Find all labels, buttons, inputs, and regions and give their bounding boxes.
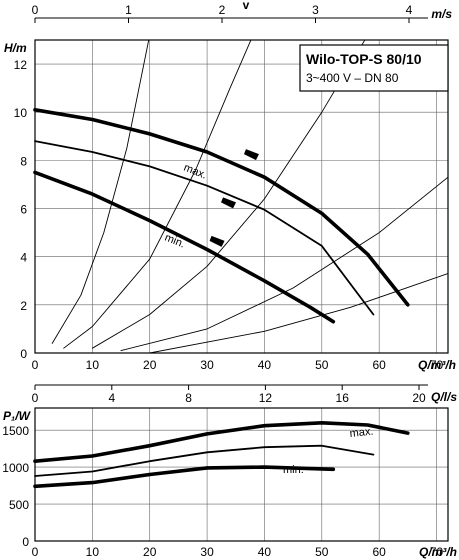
x-tick-label: 70 [430, 358, 444, 372]
title-box [299, 44, 449, 92]
x-tick-label: 60 [372, 358, 386, 372]
x-tick-label: 70 [430, 545, 444, 559]
top-axis-tick-label: 4 [406, 3, 413, 17]
max-curve-label: max. [349, 426, 374, 440]
x-tick-label: 50 [315, 358, 329, 372]
x-tick-label: 40 [258, 358, 272, 372]
y-tick-label: 1500 [2, 424, 29, 438]
y-tick-label: 10 [14, 106, 28, 120]
y-tick-label: 4 [20, 251, 27, 265]
power-curves [33, 421, 410, 489]
y-tick-label: 6 [20, 203, 27, 217]
x-tick-label: 30 [200, 358, 214, 372]
top-axis-tick-label: 2 [219, 3, 226, 17]
y-tick-label: 500 [9, 498, 29, 512]
power-curve-line [34, 444, 375, 477]
top-axis-tick-label: 16 [336, 391, 350, 405]
system-curve-line [63, 40, 252, 349]
x-tick-label: 0 [32, 545, 39, 559]
speed-marker [221, 197, 237, 209]
x-axis-label: Q/m³/h [419, 545, 457, 559]
system-curve-line [91, 40, 366, 349]
top-axis-tick-label: 8 [185, 391, 192, 405]
top-axis-unit: Q/l/s [431, 390, 457, 404]
chart-subtitle: 3~400 V – DN 80 [306, 71, 399, 85]
x-tick-label: 10 [86, 545, 100, 559]
x-tick-label: 60 [372, 545, 386, 559]
y-axis-label: H/m [4, 41, 27, 55]
power-curve-line [33, 465, 336, 489]
x-tick-label: 40 [258, 545, 272, 559]
pump-curve-line [33, 170, 336, 324]
speed-marker [209, 235, 225, 247]
x-tick-label: 50 [315, 545, 329, 559]
pump-curve-line [33, 108, 410, 307]
x-tick-label: 30 [200, 545, 214, 559]
x-tick-label: 20 [143, 358, 157, 372]
system-curve-line [149, 273, 448, 353]
min-curve-label: min. [163, 232, 187, 251]
y-axis-label: P₁/W [3, 409, 32, 423]
x-tick-label: 10 [86, 358, 100, 372]
plot-frame [34, 39, 449, 354]
y-tick-label: 8 [20, 154, 27, 168]
top-axis-tick-label: 12 [259, 391, 273, 405]
pump-curves [33, 108, 410, 324]
system-curves [51, 40, 448, 353]
y-tick-label: 0 [20, 347, 27, 361]
speed-marker [243, 149, 259, 161]
y-tick-label: 1000 [2, 461, 29, 475]
x-axis-label: Q/m³/h [418, 358, 456, 372]
top-axis-tick-label: 4 [108, 391, 115, 405]
system-curve-line [120, 176, 448, 352]
pump-curve-line [34, 140, 375, 316]
y-tick-label: 12 [14, 58, 28, 72]
top-axis-unit: m/s [431, 7, 452, 21]
top-axis-tick-label: 0 [32, 3, 39, 17]
y-tick-label: 0 [22, 535, 29, 549]
top-axis-tick-label: 0 [32, 391, 39, 405]
top-axis-tick-label: 20 [412, 391, 426, 405]
y-tick-label: 2 [20, 299, 27, 313]
top-axis-tick-label: 3 [312, 3, 319, 17]
x-tick-label: 20 [143, 545, 157, 559]
top-axis-tick-label: 1 [125, 3, 132, 17]
chart-title: Wilo-TOP-S 80/10 [306, 51, 422, 67]
x-tick-label: 0 [32, 358, 39, 372]
top-axis-label: v [243, 0, 250, 12]
min-curve-label: min. [283, 464, 304, 476]
plot-frame [34, 407, 449, 542]
system-curve-line [51, 40, 150, 344]
power-curve-line [33, 421, 410, 463]
